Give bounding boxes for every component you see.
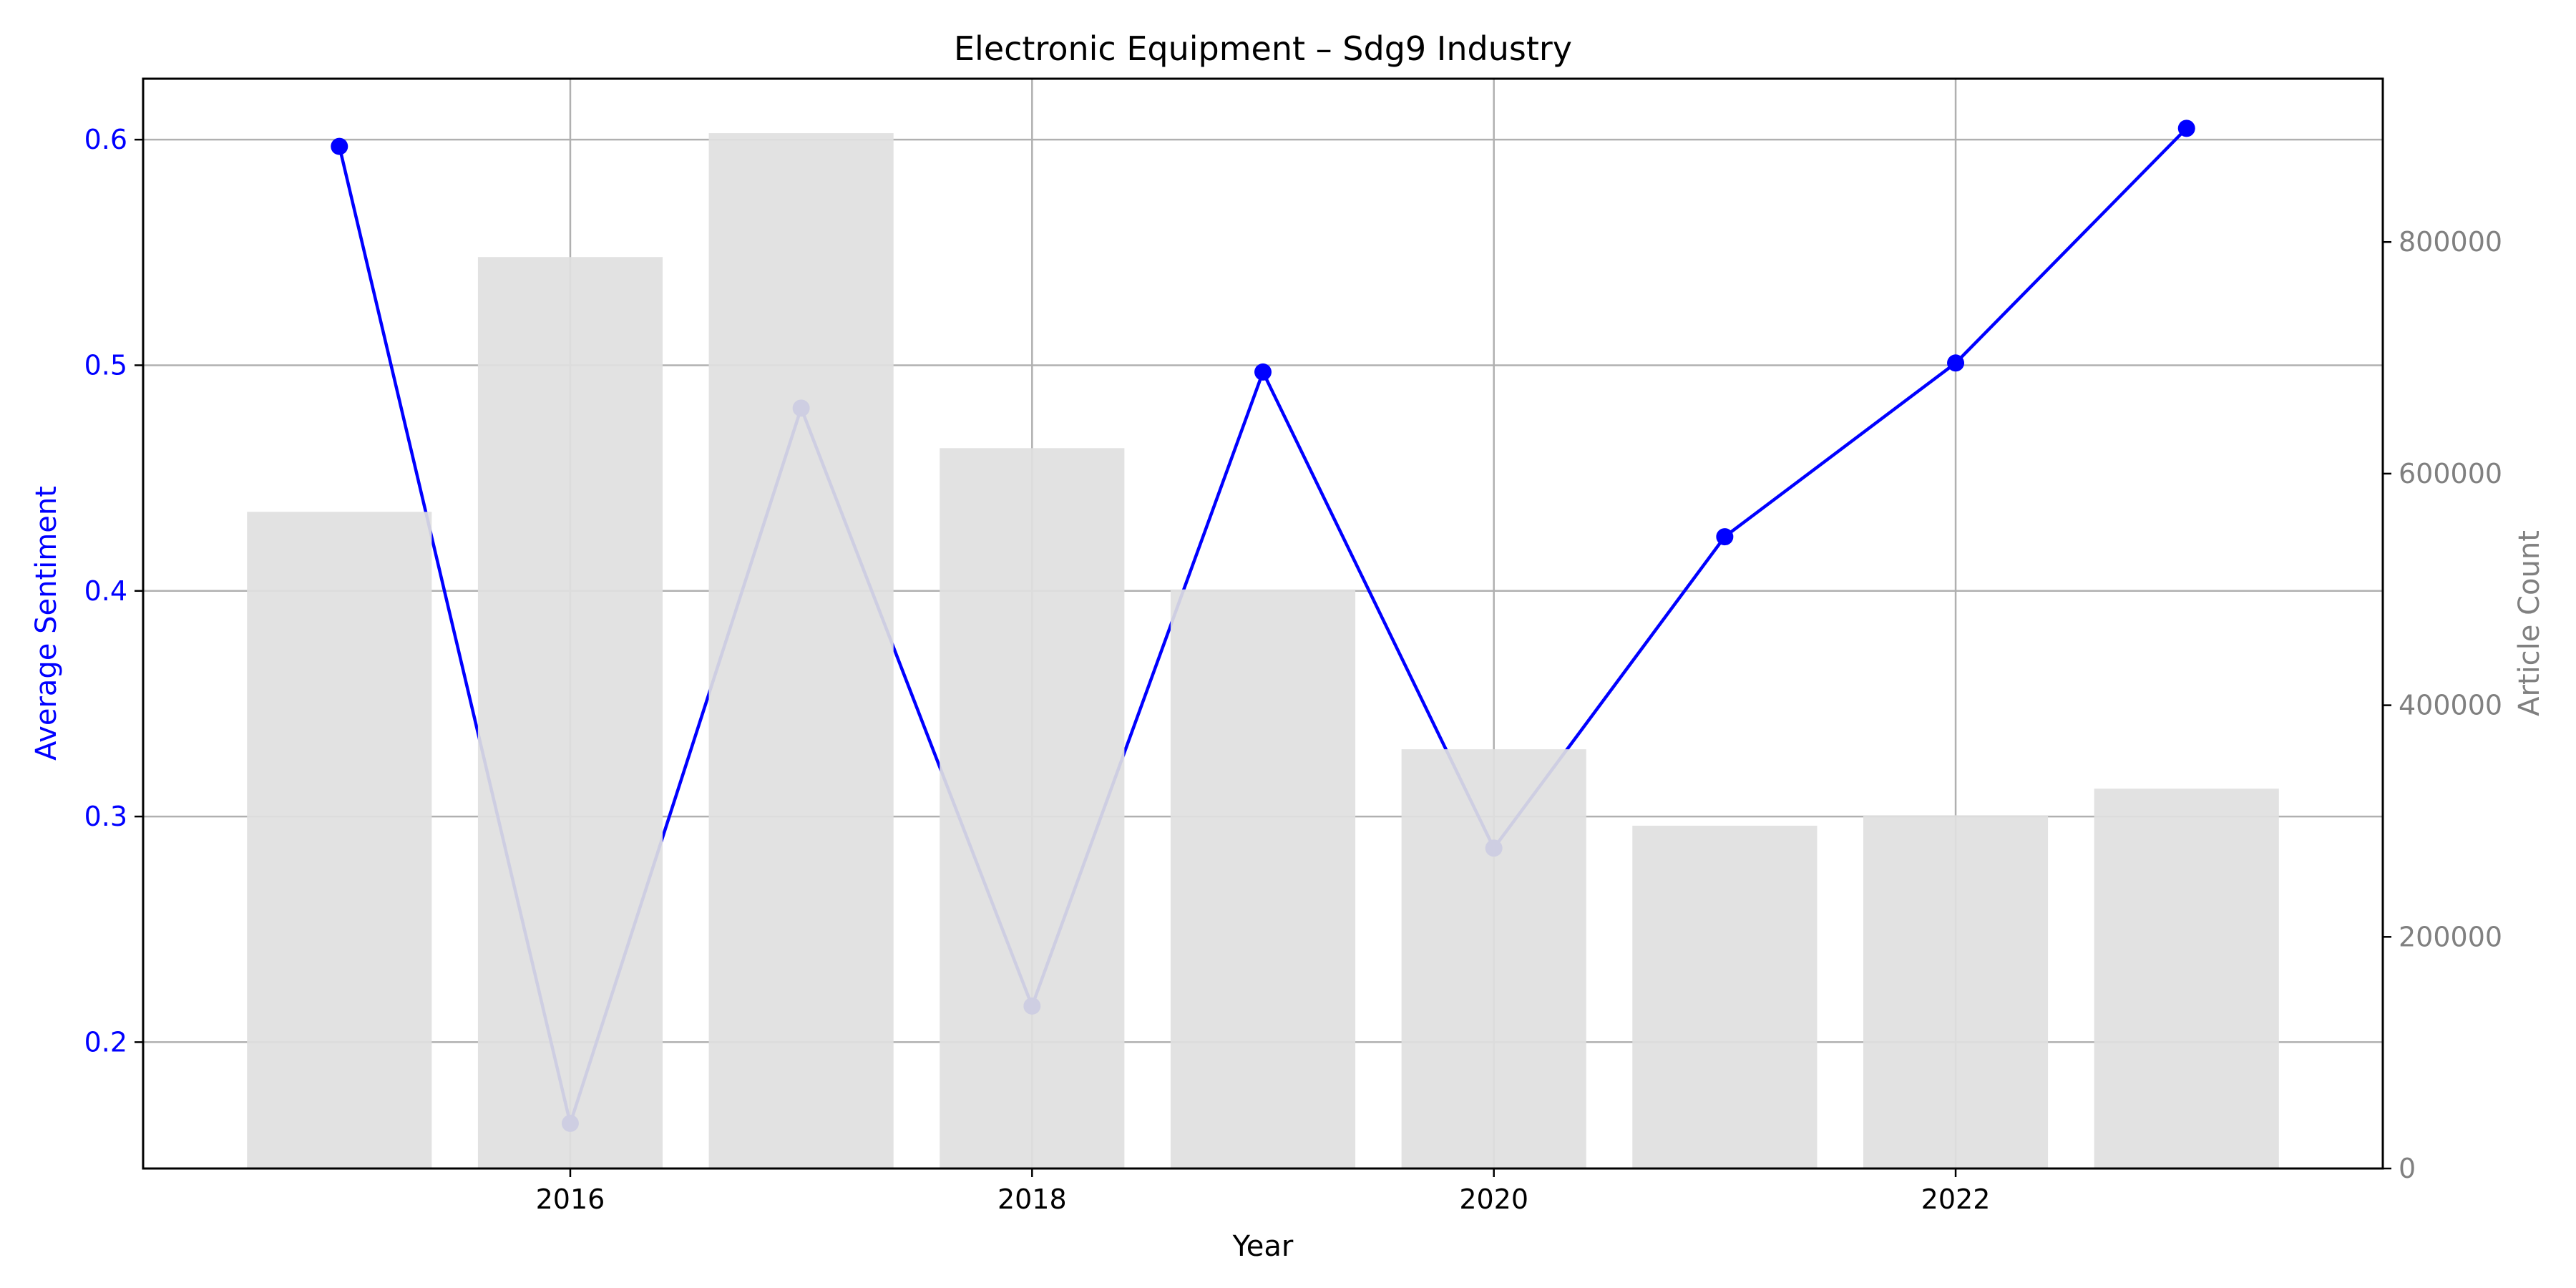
x-tick-label: 2020 <box>1459 1184 1528 1215</box>
y-right-tick-label: 600000 <box>2399 458 2502 489</box>
article-count-bar <box>1632 825 1818 1169</box>
y-right-tick-label: 200000 <box>2399 921 2502 952</box>
article-count-bar <box>2094 789 2279 1169</box>
article-count-bars <box>247 133 2279 1169</box>
y-axis-label-left: Average Sentiment <box>30 486 63 761</box>
article-count-bar <box>247 512 432 1169</box>
y-right-tick-label: 800000 <box>2399 226 2502 258</box>
x-tick-label: 2018 <box>997 1184 1067 1215</box>
sentiment-point <box>1716 528 1734 546</box>
x-axis-label: Year <box>1232 1230 1294 1263</box>
x-tick-label: 2022 <box>1921 1184 1991 1215</box>
chart-title: Electronic Equipment – Sdg9 Industry <box>954 29 1572 68</box>
sentiment-point <box>1947 354 1965 372</box>
sentiment-point <box>2177 119 2195 137</box>
y-right-tick-label: 400000 <box>2399 690 2502 721</box>
x-tick-label: 2016 <box>536 1184 605 1215</box>
article-count-bar <box>1170 589 1356 1169</box>
article-count-bar <box>940 448 1125 1169</box>
tick-layer: 2016 2018 2020 2022 0.2 0.3 0.4 0.5 0.6 0 200000 40… <box>84 124 2503 1215</box>
sentiment-point <box>331 137 348 155</box>
y-right-tick-label: 0 <box>2399 1153 2416 1184</box>
y-left-tick-label: 0.5 <box>84 349 127 381</box>
y-left-tick-label: 0.6 <box>84 124 127 155</box>
article-count-bar <box>1863 815 2049 1169</box>
y-left-tick-label: 0.4 <box>84 575 127 607</box>
plot-frame <box>142 77 2384 1170</box>
sentiment-point <box>1254 363 1272 381</box>
article-count-bar <box>477 257 663 1169</box>
article-count-bar <box>1401 749 1586 1169</box>
article-count-bar <box>708 133 894 1169</box>
y-left-tick-label: 0.3 <box>84 801 127 832</box>
y-axis-label-right: Article Count <box>2513 530 2546 716</box>
y-left-tick-label: 0.2 <box>84 1026 127 1058</box>
